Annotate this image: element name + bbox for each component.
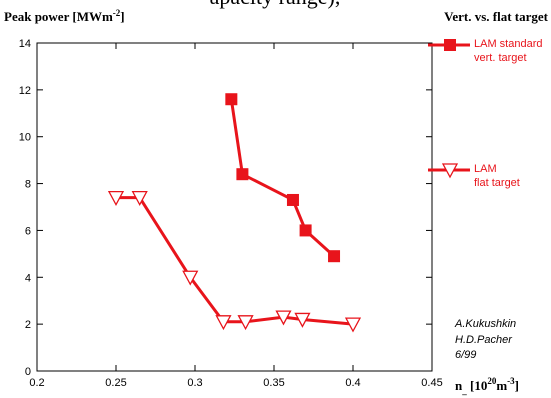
y-tick-label: 0: [25, 366, 31, 378]
x-tick-label: 0.2: [29, 377, 44, 389]
x-label-part: n: [455, 378, 463, 393]
marker: [237, 315, 254, 331]
series-line: [116, 196, 354, 326]
marker: [328, 250, 341, 263]
legend-label: LAM flat target: [474, 163, 520, 189]
x-label-sup: -3: [507, 376, 515, 386]
marker: [225, 93, 238, 106]
plot-frame: [36, 42, 433, 372]
chart-title: Vert. vs. flat target: [444, 9, 549, 24]
annotation: H.D.Pacher: [455, 334, 513, 346]
y-label-part: Peak power [MWm: [4, 9, 113, 24]
marker: [131, 190, 148, 206]
legend-marker: [441, 163, 459, 179]
cropped-heading: apacity range),: [210, 0, 341, 9]
x-label-sup: 20: [487, 376, 497, 386]
x-label-part: ]: [515, 378, 519, 393]
y-tick-label: 10: [19, 132, 31, 144]
marker: [215, 315, 232, 331]
annotation: A.Kukushkin: [454, 318, 516, 330]
marker: [275, 310, 292, 326]
y-label-sup: -2: [113, 8, 121, 18]
y-tick-label: 12: [19, 85, 31, 97]
y-tick-label: 4: [25, 272, 31, 284]
y-axis-label: Peak power [MWm-2]: [4, 8, 125, 24]
y-tick-label: 14: [19, 38, 31, 50]
marker: [294, 312, 311, 328]
legend-label: LAM standard vert. target: [474, 38, 543, 64]
y-label-part: ]: [120, 9, 124, 24]
x-tick-label: 0.25: [105, 377, 126, 389]
marker: [107, 190, 125, 206]
x-label-part: m: [496, 378, 507, 393]
marker: [236, 168, 249, 181]
marker: [286, 193, 299, 206]
x-tick-label: 0.3: [187, 377, 202, 389]
marker: [299, 224, 312, 237]
x-tick-label: 0.45: [421, 377, 442, 389]
y-tick-label: 8: [25, 179, 31, 191]
x-label-sub: _: [461, 386, 467, 396]
x-tick-label: 0.35: [263, 377, 284, 389]
x-tick-label: 0.4: [345, 377, 360, 389]
annotation: 6/99: [455, 349, 476, 361]
y-tick-label: 2: [25, 319, 31, 331]
y-tick-label: 6: [25, 225, 31, 237]
x-label-part: [10: [467, 378, 488, 393]
legend-marker: [444, 39, 456, 51]
marker: [182, 270, 199, 286]
x-axis-label: n_ [1020m-3]: [455, 376, 519, 396]
marker: [344, 317, 362, 333]
